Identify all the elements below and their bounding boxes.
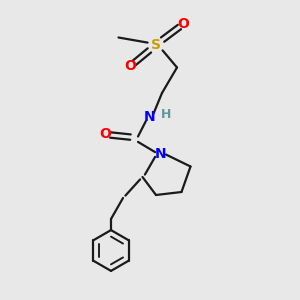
Text: O: O [177, 17, 189, 31]
Text: N: N [144, 110, 156, 124]
Text: O: O [124, 59, 136, 73]
Text: S: S [151, 38, 161, 52]
Text: N: N [155, 148, 166, 161]
Text: O: O [99, 127, 111, 140]
Text: H: H [160, 108, 171, 121]
